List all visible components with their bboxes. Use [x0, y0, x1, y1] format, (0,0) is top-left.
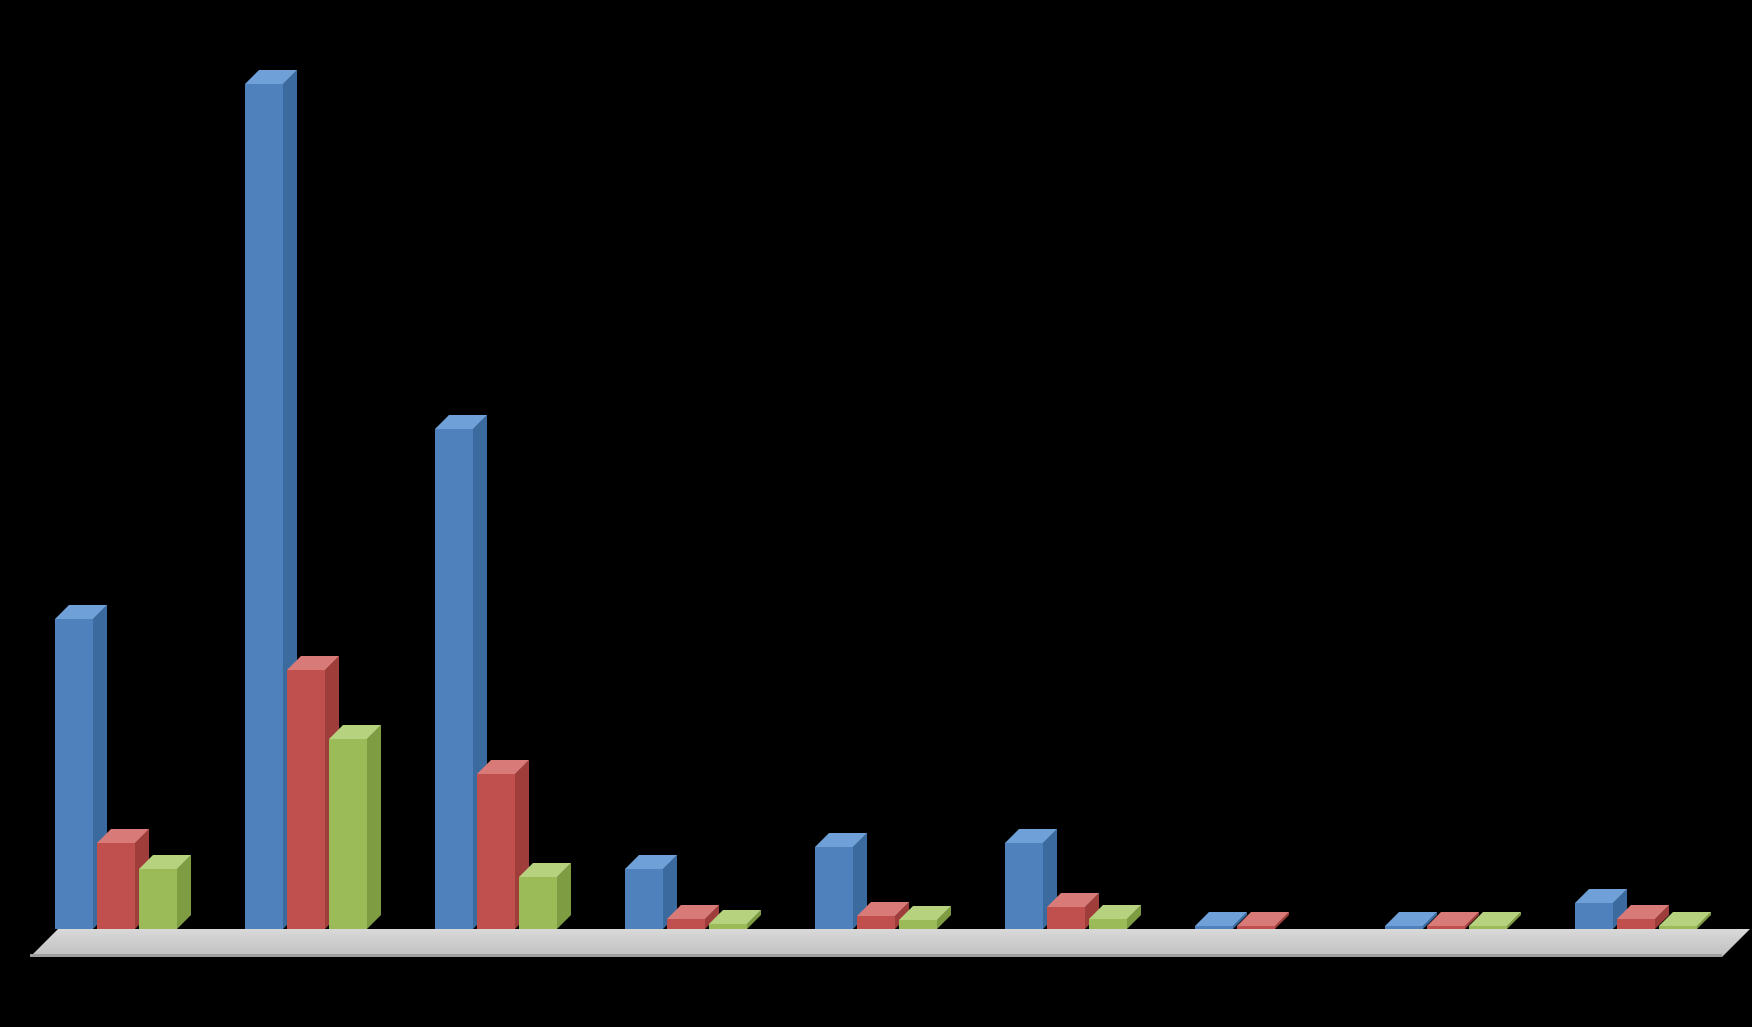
- bar: [435, 429, 473, 929]
- bar: [625, 869, 663, 929]
- bar: [55, 619, 93, 929]
- bar: [477, 774, 515, 929]
- bar-group: [1005, 39, 1195, 929]
- bar-front: [1617, 919, 1655, 929]
- bar-group: [1575, 39, 1752, 929]
- bar-group: [435, 39, 625, 929]
- bar: [857, 916, 895, 929]
- chart-container: [0, 0, 1752, 1027]
- bar-front: [1469, 926, 1507, 929]
- bar: [1617, 919, 1655, 929]
- bar-front: [667, 919, 705, 929]
- bar: [1575, 903, 1613, 929]
- bar-front: [329, 739, 367, 929]
- bar-front: [1659, 926, 1697, 929]
- bar-group: [245, 39, 435, 929]
- chart-floor-edge: [30, 954, 1722, 957]
- bar: [139, 869, 177, 929]
- bar-front: [435, 429, 473, 929]
- bar-front: [477, 774, 515, 929]
- bar-front: [1427, 926, 1465, 929]
- bar-front: [815, 847, 853, 929]
- bar: [815, 847, 853, 929]
- bar-front: [1089, 919, 1127, 929]
- bar: [1385, 926, 1423, 929]
- bar-front: [519, 877, 557, 929]
- bar-front: [1385, 926, 1423, 929]
- bar-front: [287, 670, 325, 929]
- bar: [1659, 926, 1697, 929]
- bar-front: [709, 924, 747, 929]
- bar-front: [55, 619, 93, 929]
- bar-front: [625, 869, 663, 929]
- plot-area: [30, 67, 1722, 957]
- bar: [1195, 926, 1233, 929]
- bar-front: [1047, 907, 1085, 929]
- chart-floor: [30, 929, 1750, 957]
- bar-group: [625, 39, 815, 929]
- bar-front: [139, 869, 177, 929]
- bar: [667, 919, 705, 929]
- bar: [1427, 926, 1465, 929]
- bar: [899, 920, 937, 929]
- bar-front: [1005, 843, 1043, 929]
- bar: [1005, 843, 1043, 929]
- bar: [245, 84, 283, 929]
- bar: [97, 843, 135, 929]
- bar-front: [1237, 926, 1275, 929]
- bar-front: [97, 843, 135, 929]
- bar: [1237, 926, 1275, 929]
- bar-front: [857, 916, 895, 929]
- bar-front: [1575, 903, 1613, 929]
- bar-side: [367, 725, 381, 929]
- bar: [519, 877, 557, 929]
- bar: [709, 924, 747, 929]
- bar: [329, 739, 367, 929]
- bar-group: [815, 39, 1005, 929]
- bar-group: [1195, 39, 1385, 929]
- bar-group: [1385, 39, 1575, 929]
- bar-front: [899, 920, 937, 929]
- bar: [1469, 926, 1507, 929]
- bar: [1089, 919, 1127, 929]
- bar: [1047, 907, 1085, 929]
- bar-front: [245, 84, 283, 929]
- bar-group: [55, 39, 245, 929]
- bar: [287, 670, 325, 929]
- bar-front: [1195, 926, 1233, 929]
